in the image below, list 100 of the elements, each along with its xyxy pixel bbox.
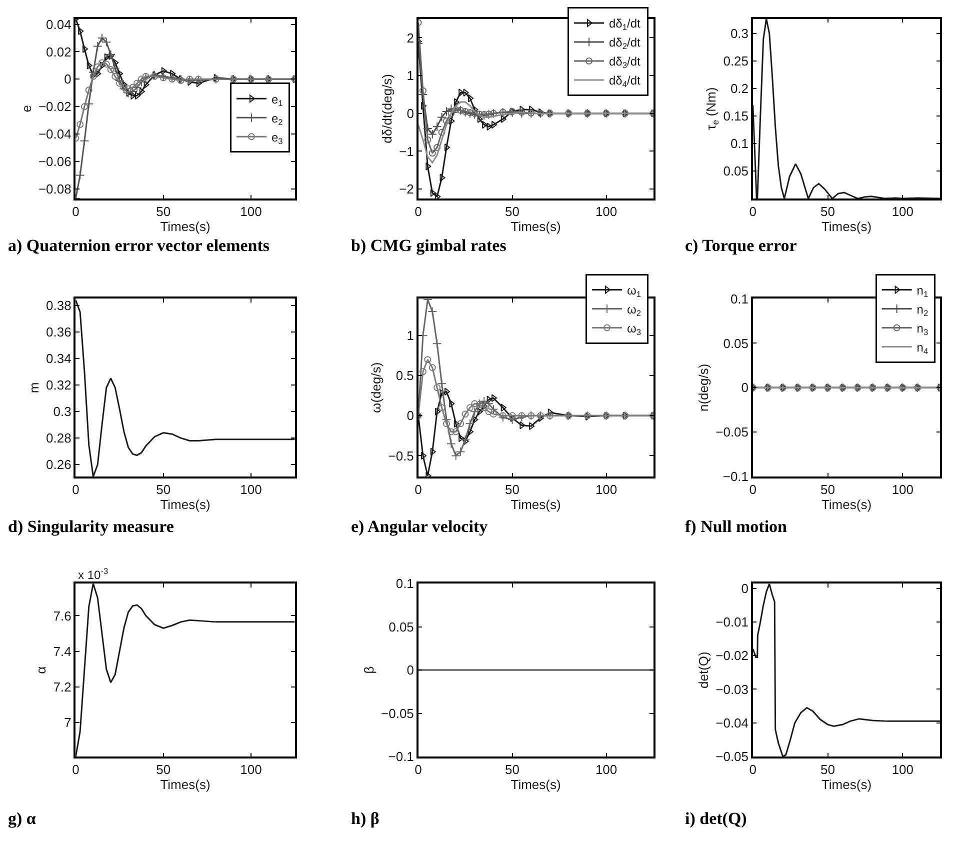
x-tick-label: 50 (505, 204, 520, 219)
x-tick-label: 50 (156, 204, 171, 219)
y-axis-title: e (18, 105, 34, 112)
y-tick-label: 0.04 (46, 16, 72, 32)
y-tick-label: 0.1 (730, 291, 749, 306)
text: a) Quaternion error vector elements (8, 236, 270, 255)
y-tick-label: 0 (64, 72, 72, 87)
x-axis-title: Times(s) (160, 219, 210, 234)
y-tick-label: −0.08 (38, 182, 72, 196)
legend-label: ω$_{3}$ (626, 321, 642, 337)
y-tick-label: −1 (399, 144, 414, 159)
y-axis-title: m (26, 382, 42, 394)
y-tick-label: 0 (741, 580, 749, 596)
x-axis-title: Times(s) (821, 776, 872, 792)
y-tick-label: −0.01 (716, 614, 749, 630)
y-tick-label: −2 (399, 182, 414, 197)
y-tick-label: 0 (741, 380, 749, 396)
y-axis-title: n(deg/s) (696, 364, 712, 412)
x-axis-title: Times(s) (160, 776, 210, 792)
text: d) Singularity measure (8, 517, 174, 536)
y-tick-label: 0.34 (46, 351, 72, 366)
y-tick-label: 0.3 (730, 26, 749, 42)
y-tick-label: −0.03 (716, 682, 749, 697)
y-tick-label: −0.05 (716, 424, 749, 440)
y-tick-label: 0.36 (46, 324, 72, 340)
y-tick-label: −0.04 (38, 126, 72, 142)
legend-label: dδ$_{1}$/dt (608, 16, 642, 32)
y-tick-label: 0.05 (388, 619, 414, 634)
text: e) Angular velocity (351, 517, 488, 536)
y-tick-label: 0.02 (46, 44, 72, 60)
x-tick-label: 100 (240, 204, 262, 219)
y-tick-label: −0.5 (388, 448, 414, 464)
y-tick-label: 7.4 (53, 644, 72, 659)
x-axis-title: Times(s) (510, 776, 561, 792)
text: b) CMG gimbal rates (351, 236, 507, 255)
y-tick-label: 0.5 (396, 368, 414, 384)
y-tick-label: 0.25 (723, 54, 749, 69)
x-tick-label: 100 (595, 482, 618, 497)
y-tick-label: −0.05 (381, 706, 414, 721)
y-axis-title: dδ/dt(deg/s) (380, 74, 395, 144)
x-axis-title: Times(s) (510, 219, 561, 234)
x-tick-label: 100 (240, 762, 262, 777)
y-tick-label: 0.28 (46, 430, 72, 446)
legend-label: dδ$_{3}$/dt (608, 54, 642, 70)
legend-label: dδ$_{2}$/dt (608, 36, 642, 52)
y-tick-label: 0.05 (723, 336, 749, 351)
y-tick-label: 1 (406, 68, 414, 84)
text: c) Torque error (685, 236, 798, 255)
legend-label: n$_{4}$ (916, 340, 928, 356)
x-axis-title: Times(s) (821, 219, 872, 234)
y-tick-label: 0 (406, 662, 414, 678)
legend-label: dδ$_{4}$/dt (608, 74, 642, 90)
x-tick-label: 50 (156, 762, 171, 777)
y-tick-label: 0.26 (46, 457, 72, 472)
x-tick-label: 50 (505, 762, 520, 777)
y-tick-label: −0.1 (388, 749, 414, 764)
legend-label: e$_{1}$ (271, 92, 284, 108)
x-tick-label: 100 (892, 482, 914, 497)
x-tick-label: 50 (820, 482, 836, 497)
y-tick-label: −0.02 (38, 99, 72, 114)
x-tick-label: 100 (892, 762, 914, 777)
y-tick-label: 7.2 (53, 680, 72, 695)
legend-label: n$_{1}$ (916, 283, 928, 299)
y-tick-label: 0.15 (723, 108, 749, 124)
y-tick-label: 7.6 (53, 608, 72, 624)
y-tick-label: 0 (406, 408, 414, 424)
x-axis-title: Times(s) (821, 496, 872, 512)
y-tick-label: 0.38 (46, 298, 72, 313)
text: g) α (8, 809, 36, 828)
x-axis-title: Times(s) (510, 496, 561, 512)
y-axis-title: β (361, 666, 376, 674)
y-tick-label: 7 (64, 715, 72, 730)
x-tick-label: 50 (820, 762, 836, 777)
y-axis-title: α (34, 666, 49, 674)
y-tick-label: 0.05 (723, 164, 749, 179)
y-tick-label: 0.1 (396, 576, 414, 592)
y-tick-label: 0.2 (730, 81, 749, 96)
legend-label: e$_{2}$ (271, 111, 284, 127)
y-tick-label: 2 (406, 30, 414, 46)
x-tick-label: 50 (505, 482, 520, 497)
text: f) Null motion (685, 517, 788, 536)
x-tick-label: 50 (820, 204, 836, 219)
x-tick-label: 50 (156, 482, 171, 497)
legend-label: n$_{3}$ (916, 321, 928, 337)
y-tick-label: −0.06 (38, 154, 72, 170)
y-tick-label: 0 (406, 106, 414, 121)
text: x 10$^{-3}$ (78, 566, 108, 582)
legend-label: e$_{3}$ (271, 130, 284, 146)
y-tick-label: 1 (406, 328, 414, 344)
y-tick-label: −0.04 (716, 715, 749, 730)
legend-label: n$_{2}$ (916, 302, 928, 318)
legend-label: ω$_{1}$ (626, 283, 642, 299)
x-tick-label: 100 (892, 204, 914, 219)
x-tick-label: 100 (595, 204, 618, 219)
legend-label: ω$_{2}$ (626, 302, 642, 318)
x-tick-label: 100 (240, 482, 262, 497)
y-tick-label: −0.1 (722, 469, 749, 484)
y-tick-label: 0.32 (46, 378, 72, 393)
y-tick-label: 0.1 (730, 136, 749, 152)
x-tick-label: 100 (595, 762, 618, 777)
